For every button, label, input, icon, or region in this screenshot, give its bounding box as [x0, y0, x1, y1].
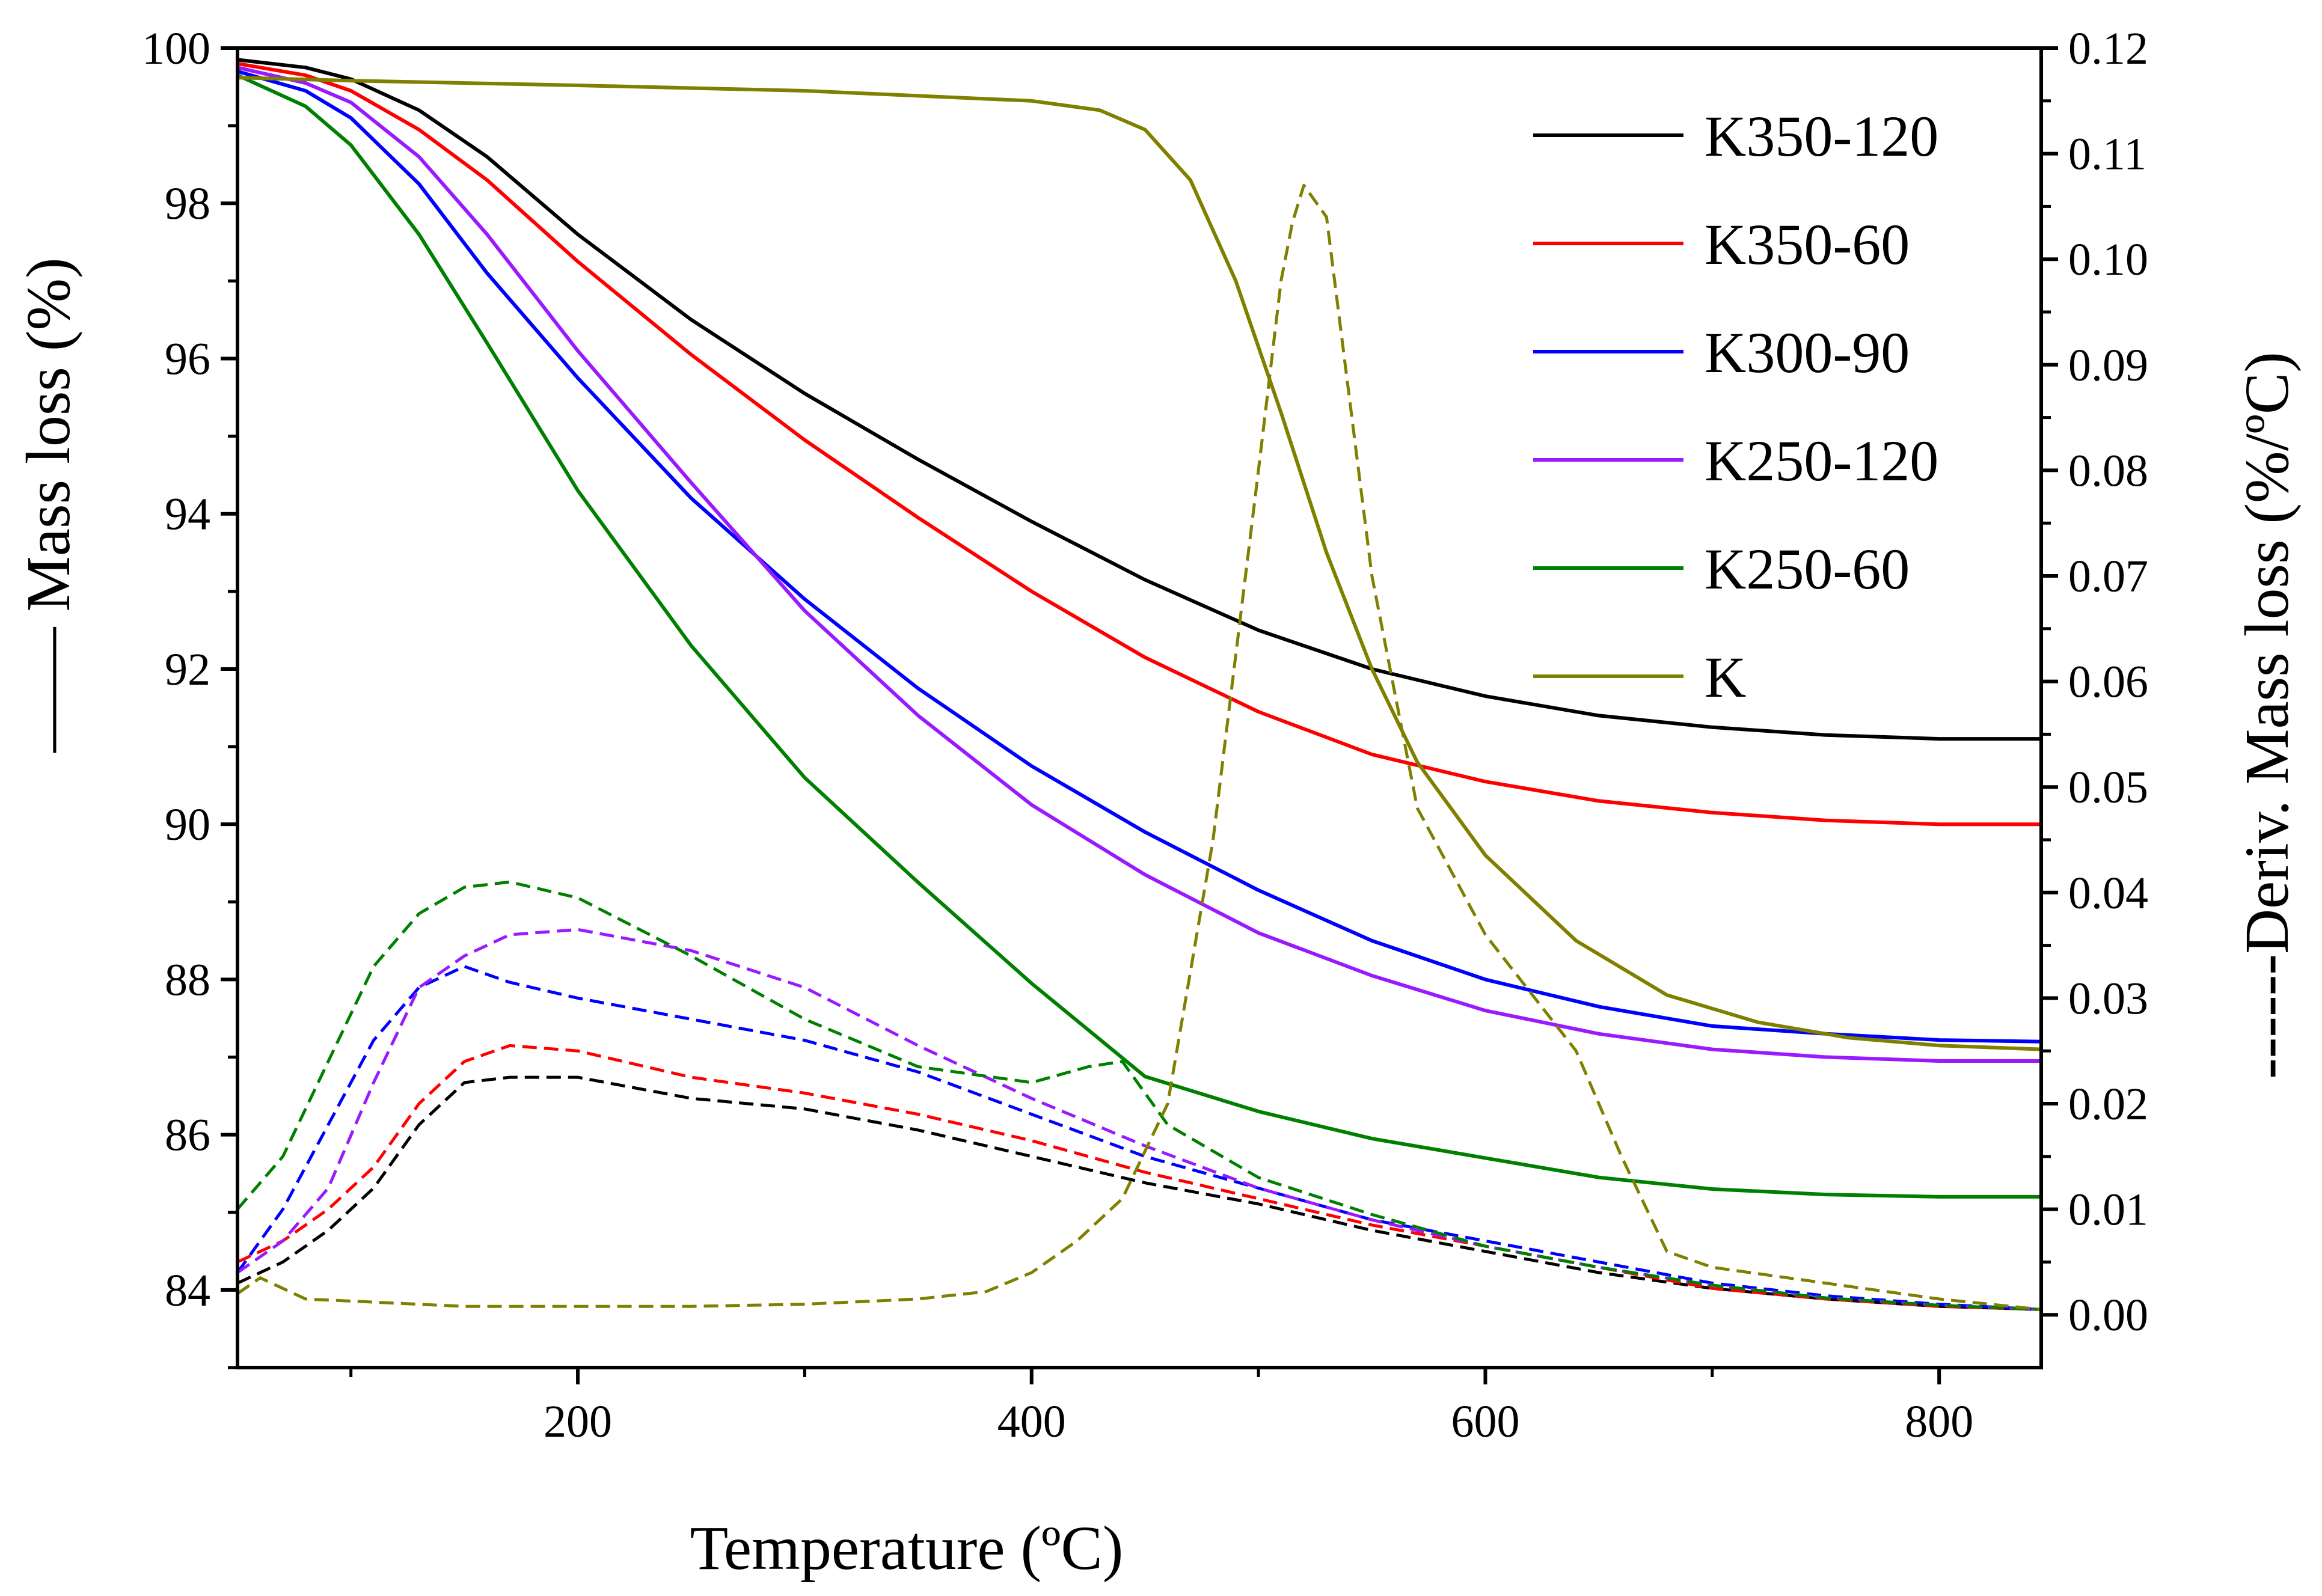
legend: K350-120 K350-60 K300-90 K250-120 K250-60 K: [1533, 104, 1938, 709]
plot-frame: [236, 46, 2043, 1369]
y-right-tick-label: 0.06: [2068, 657, 2148, 708]
derivative-line-k300-90: [236, 965, 2042, 1311]
y-right-tick-label: 0.03: [2068, 973, 2148, 1024]
legend-label-k: K: [1705, 645, 1746, 709]
x-axis-title: Temperature (ºC): [690, 1514, 1124, 1583]
mass-loss-line-k250-60: [236, 73, 2043, 1199]
x-tick-label: 200: [544, 1396, 612, 1447]
derivative-lines: [236, 183, 2042, 1311]
mass-loss-line-k300-90: [236, 69, 2043, 1044]
y-left-tick-label: 84: [165, 1265, 210, 1316]
y-right-axis: 0.00 0.01 0.02 0.03 0.04 0.05 0.06 0.07 0.08 0.09…: [2041, 23, 2148, 1341]
y-left-tick-label: 90: [165, 800, 210, 850]
y-left-tick-label: 86: [165, 1110, 210, 1161]
y-left-tick-label: 98: [165, 179, 210, 229]
derivative-line-k250-60: [236, 880, 2042, 1311]
y-right-tick-label: 0.01: [2068, 1185, 2148, 1235]
y-left-tick-label: 96: [165, 334, 210, 384]
x-tick-label: 800: [1905, 1396, 1973, 1447]
y-right-tick-label: 0.05: [2068, 762, 2148, 813]
y-right-tick-label: 0.00: [2068, 1290, 2148, 1341]
y-right-tick-label: 0.02: [2068, 1079, 2148, 1130]
y-right-tick-label: 0.10: [2068, 234, 2148, 285]
legend-label-k250-60: K250-60: [1705, 537, 1910, 601]
derivative-line-k250-120: [236, 928, 2042, 1311]
mass-loss-line-k350-60: [236, 61, 2043, 827]
y-right-tick-label: 0.09: [2068, 340, 2148, 391]
legend-label-k350-60: K350-60: [1705, 212, 1910, 277]
y-right-tick-label: 0.04: [2068, 868, 2148, 919]
mass-loss-line-k250-120: [236, 66, 2043, 1063]
mass-loss-line-k350-120: [236, 58, 2043, 741]
y-right-tick-label: 0.12: [2068, 23, 2148, 74]
x-tick-label: 600: [1451, 1396, 1519, 1447]
y-right-tick-label: 0.07: [2068, 551, 2148, 602]
y-right-tick-label: 0.08: [2068, 445, 2148, 496]
y-left-tick-label: 92: [165, 644, 210, 695]
y-right-tick-label: 0.11: [2068, 129, 2146, 180]
y-left-tick-label: 94: [165, 489, 210, 540]
legend-label-k300-90: K300-90: [1705, 320, 1910, 385]
mass-loss-line-k: [236, 76, 2043, 1051]
y-left-tick-label: 100: [142, 23, 210, 74]
y-left-axis: 84 86 88 90 92 94 96 98 100: [142, 23, 237, 1369]
x-tick-label: 400: [997, 1396, 1066, 1447]
mass-loss-lines: [236, 58, 2043, 1199]
y-left-axis-title: —— Mass loss (%): [14, 257, 83, 753]
derivative-line-k: [236, 183, 2042, 1311]
y-left-tick-label: 88: [165, 955, 210, 1005]
legend-label-k350-120: K350-120: [1705, 104, 1938, 168]
y-right-axis-title: ------Deriv. Mass loss (%/ºC): [2232, 352, 2302, 1079]
derivative-line-k350-120: [236, 1075, 2042, 1311]
derivative-line-k350-60: [236, 1044, 2042, 1311]
legend-label-k250-120: K250-120: [1705, 429, 1938, 493]
x-axis: 200 400 600 800: [349, 1368, 1973, 1447]
